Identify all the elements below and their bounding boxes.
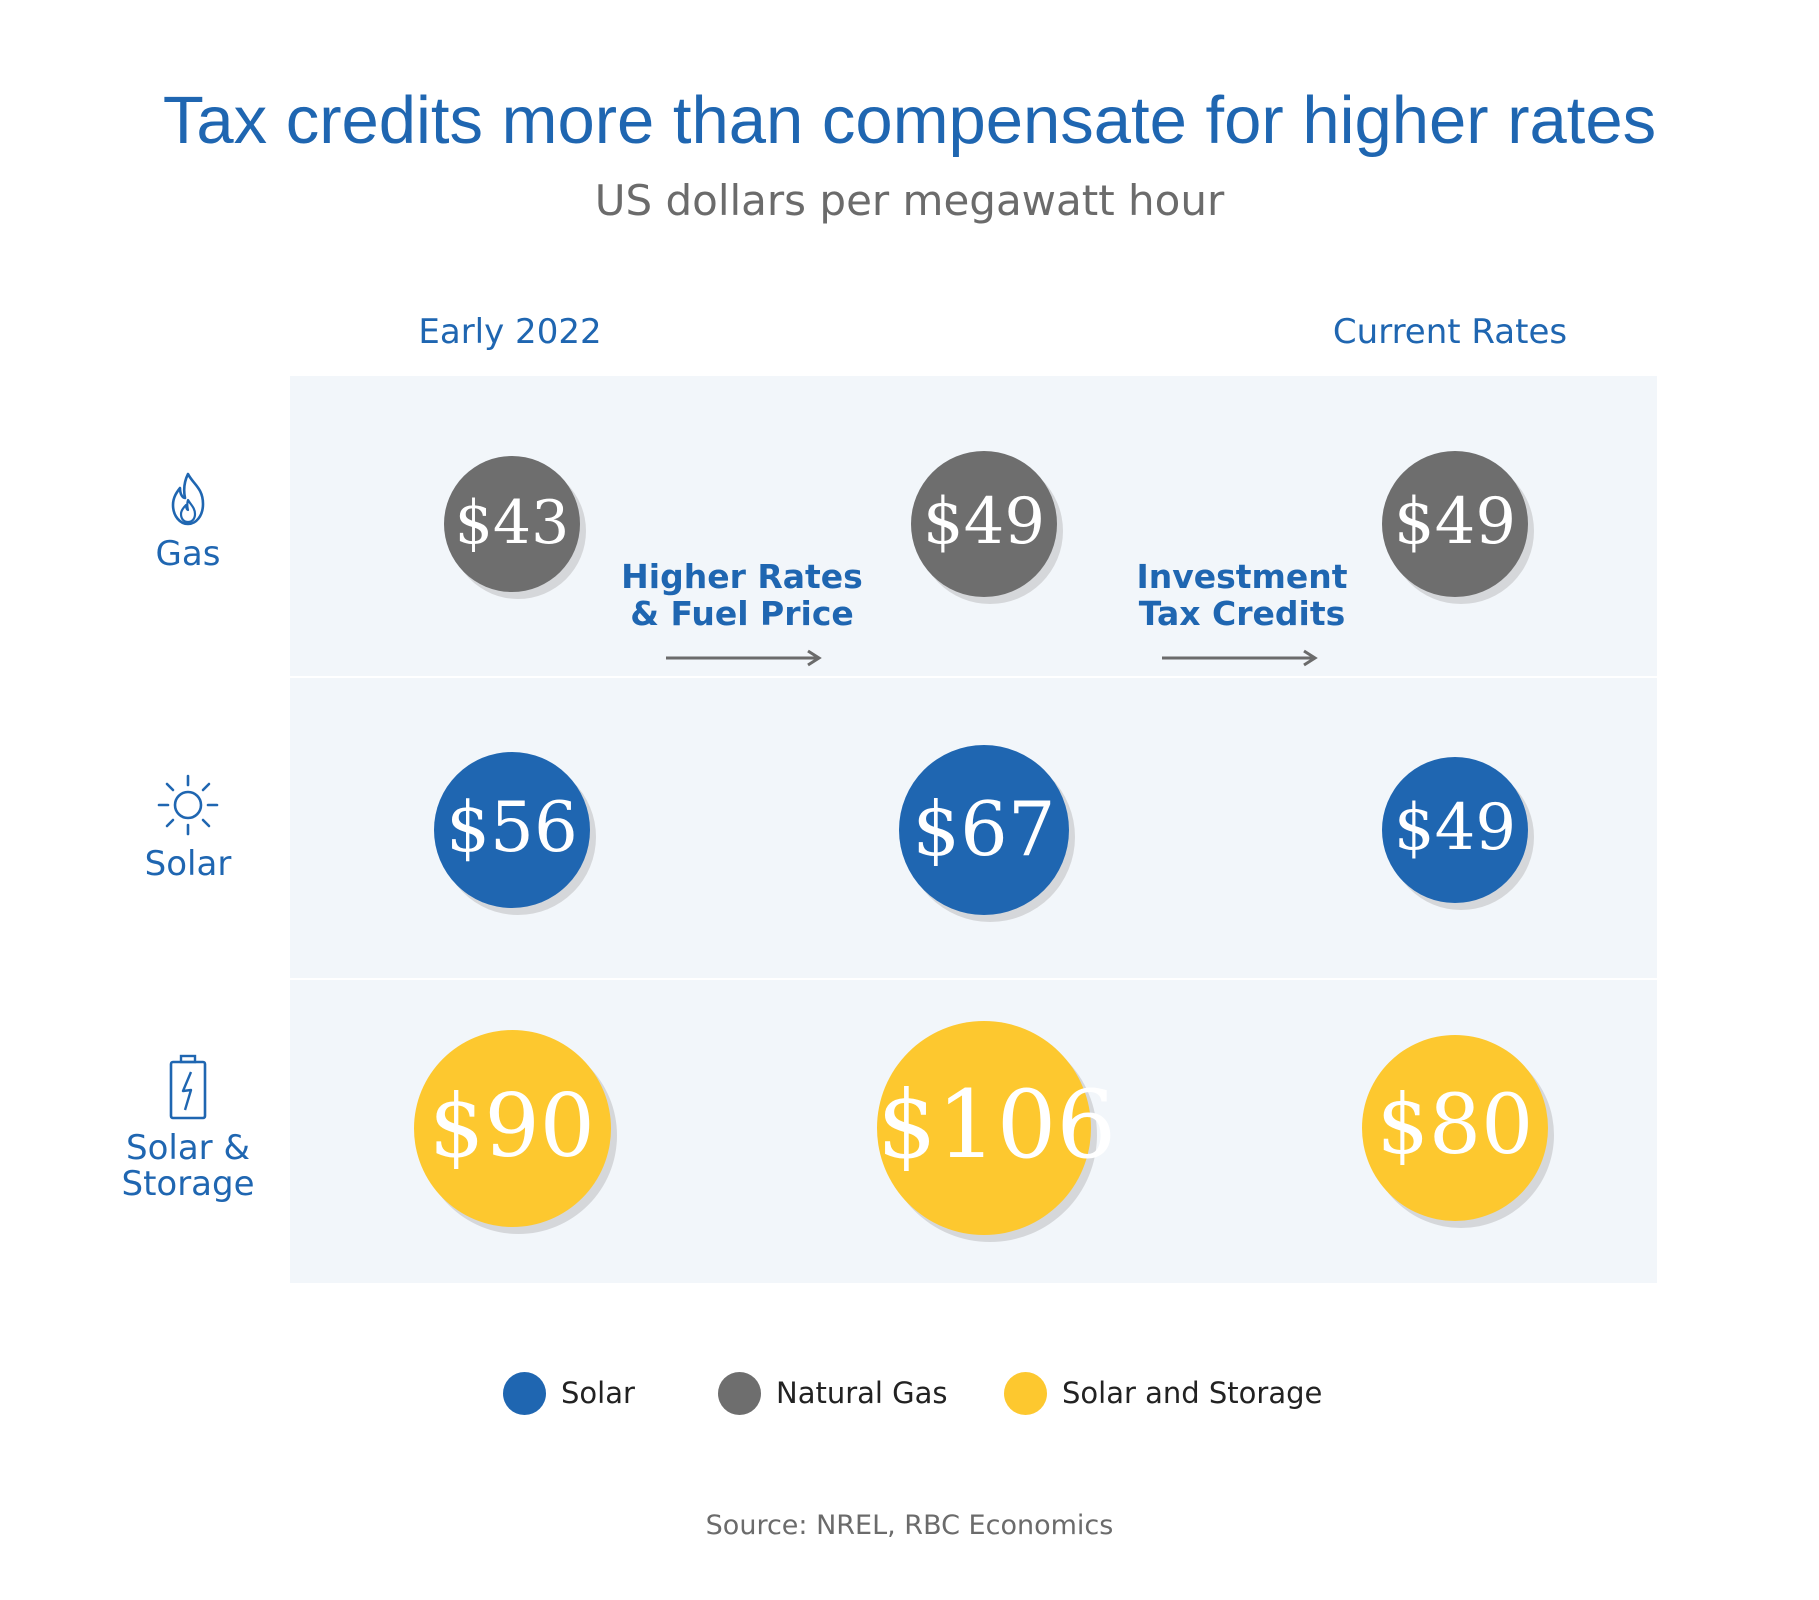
bubble-gas-current [1382, 451, 1528, 597]
legend-label: Solar and Storage [1062, 1376, 1323, 1410]
legend-swatch [718, 1372, 761, 1415]
column-header-early: Early 2022 [418, 312, 602, 352]
chart-subtitle: US dollars per megawatt hour [594, 176, 1225, 225]
column-header-current: Current Rates [1332, 312, 1568, 352]
arrow-right-icon [1162, 649, 1318, 667]
bubble-storage-higher-rates [877, 1021, 1091, 1235]
bubble-storage-early [413, 1029, 611, 1227]
row-label-text: Solar [144, 844, 232, 884]
chart-title: Tax credits more than compensate for hig… [162, 83, 1657, 158]
bubble-solar-current [1382, 757, 1528, 903]
legend-swatch [503, 1372, 546, 1415]
row-label-solar-storage: Solar & Storage [108, 1054, 268, 1202]
legend-label: Solar [561, 1376, 635, 1410]
legend-label: Natural Gas [776, 1376, 948, 1410]
bubble-gas-early [444, 456, 580, 592]
row-label-solar: Solar [108, 772, 268, 882]
bubble-solar-higher-rates [899, 745, 1069, 915]
transition-label-rates: Higher Rates & Fuel Price [621, 557, 863, 633]
bubble-gas-higher-rates [911, 451, 1057, 597]
legend: Solar Natural Gas Solar and Storage [0, 1372, 1819, 1432]
row-label-gas: Gas [108, 470, 268, 572]
row-separator [290, 676, 1657, 678]
flame-icon [171, 472, 205, 526]
row-label-text: Solar & Storage [121, 1128, 255, 1204]
bubble-solar-early [434, 752, 590, 908]
legend-swatch [1004, 1372, 1047, 1415]
arrow-right-icon [666, 649, 822, 667]
source-note: Source: NREL, RBC Economics [705, 1510, 1114, 1541]
bubble-storage-current [1362, 1035, 1548, 1221]
row-separator [290, 978, 1657, 980]
battery-icon [169, 1054, 207, 1120]
row-label-text: Gas [155, 534, 221, 574]
sun-icon [157, 774, 219, 836]
transition-label-credits: Investment Tax Credits [1136, 557, 1348, 633]
